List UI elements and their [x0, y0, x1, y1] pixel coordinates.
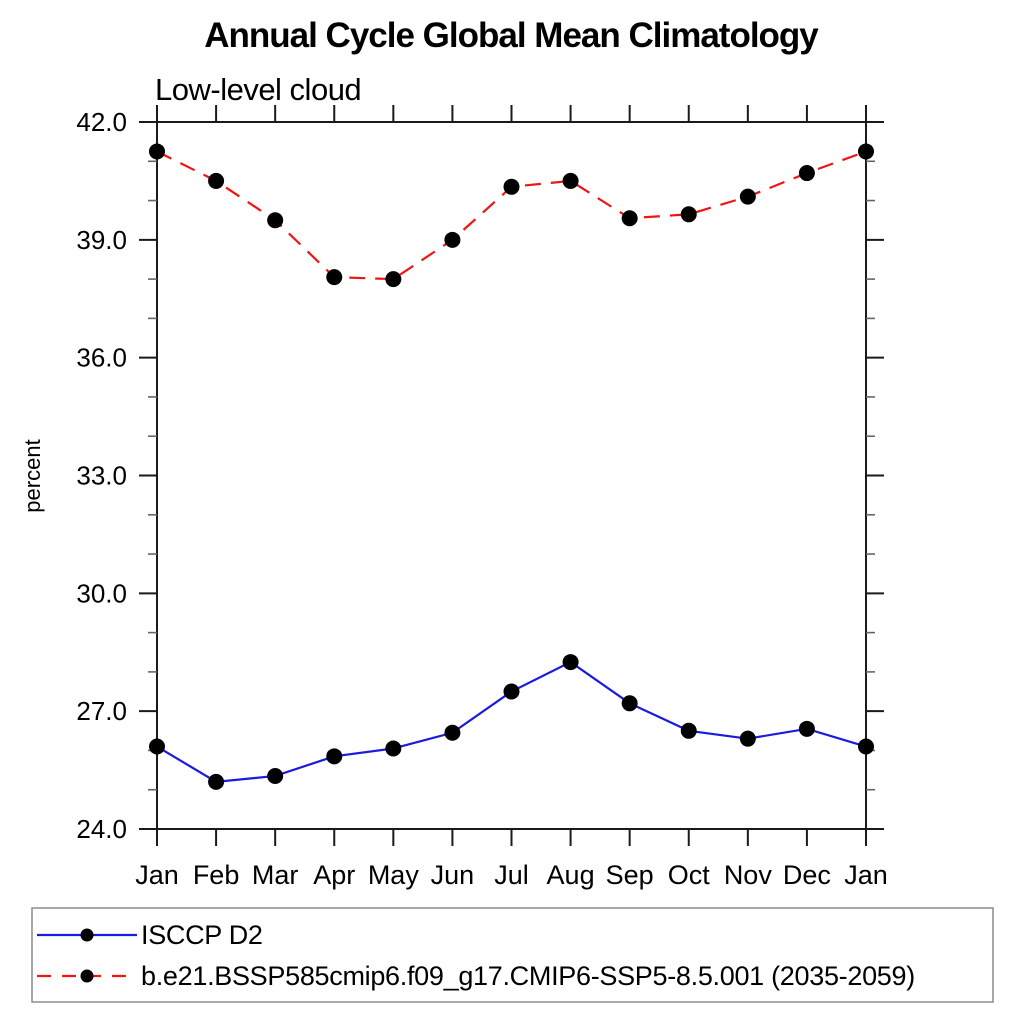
y-tick-label: 36.0: [76, 343, 127, 373]
legend-label-model: b.e21.BSSP585cmip6.f09_g17.CMIP6-SSP5-8.…: [141, 961, 915, 991]
data-point: [680, 206, 697, 223]
data-point: [621, 210, 638, 227]
data-point: [739, 730, 756, 747]
legend-label-isccp: ISCCP D2: [141, 920, 263, 950]
x-tick-label: Jan: [135, 860, 179, 890]
data-point: [680, 722, 697, 739]
data-point: [503, 178, 520, 195]
data-point: [385, 271, 402, 288]
legend-row-model: b.e21.BSSP585cmip6.f09_g17.CMIP6-SSP5-8.…: [37, 961, 915, 991]
y-tick-label: 42.0: [76, 107, 127, 137]
x-tick-label: Sep: [606, 860, 654, 890]
data-point: [798, 720, 815, 737]
data-point: [267, 767, 284, 784]
data-point: [858, 738, 874, 755]
legend: ISCCP D2 b.e21.BSSP585cmip6.f09_g17.CMIP…: [31, 907, 994, 1003]
data-point: [326, 269, 343, 286]
x-tick-label: Mar: [252, 860, 299, 890]
plot-area: 24.0 27.0 30.0 33.0 36.0 39.0 42.0 Jan Feb Mar Apr…: [76, 105, 888, 890]
y-tick-label: 33.0: [76, 461, 127, 491]
series-line-1: [156, 150, 867, 281]
y-tick-label: 30.0: [76, 578, 127, 608]
data-point: [798, 165, 815, 182]
data-point: [562, 172, 579, 189]
data-point: [267, 212, 284, 229]
x-tick-label: Apr: [313, 860, 355, 890]
legend-row-isccp: ISCCP D2: [37, 920, 263, 950]
legend-marker-dot: [80, 928, 94, 942]
data-point: [444, 724, 461, 741]
plot-frame: [156, 121, 867, 830]
data-point: [208, 773, 225, 790]
y-tick-label: 27.0: [76, 696, 127, 726]
data-point: [739, 188, 756, 205]
x-tick-label: Jan: [844, 860, 888, 890]
x-tick-label: Jul: [494, 860, 529, 890]
x-tick-label: Oct: [668, 860, 711, 890]
data-point: [326, 748, 343, 765]
x-tick-label: Nov: [724, 860, 773, 890]
x-tick-label: Aug: [547, 860, 595, 890]
data-point: [503, 683, 520, 700]
x-tick-label: Feb: [193, 860, 240, 890]
data-point: [149, 143, 165, 160]
data-point: [858, 143, 874, 160]
data-point: [444, 231, 461, 248]
legend-marker-dot: [80, 969, 94, 983]
chart-title: Annual Cycle Global Mean Climatology: [204, 16, 819, 55]
x-tick-label: May: [368, 860, 420, 890]
x-tick-label: Dec: [783, 860, 831, 890]
chart-subtitle: Low-level cloud: [155, 72, 361, 107]
data-point: [385, 740, 402, 757]
data-point: [621, 695, 638, 712]
y-tick-label: 24.0: [76, 814, 127, 844]
x-tick-label: Jun: [431, 860, 475, 890]
y-tick-label: 39.0: [76, 225, 127, 255]
y-axis-label: percent: [20, 439, 45, 512]
data-point: [562, 654, 579, 671]
series-line-0: [156, 660, 867, 783]
data-point: [208, 172, 225, 189]
legend-box: [31, 907, 994, 1003]
data-point: [149, 738, 165, 755]
